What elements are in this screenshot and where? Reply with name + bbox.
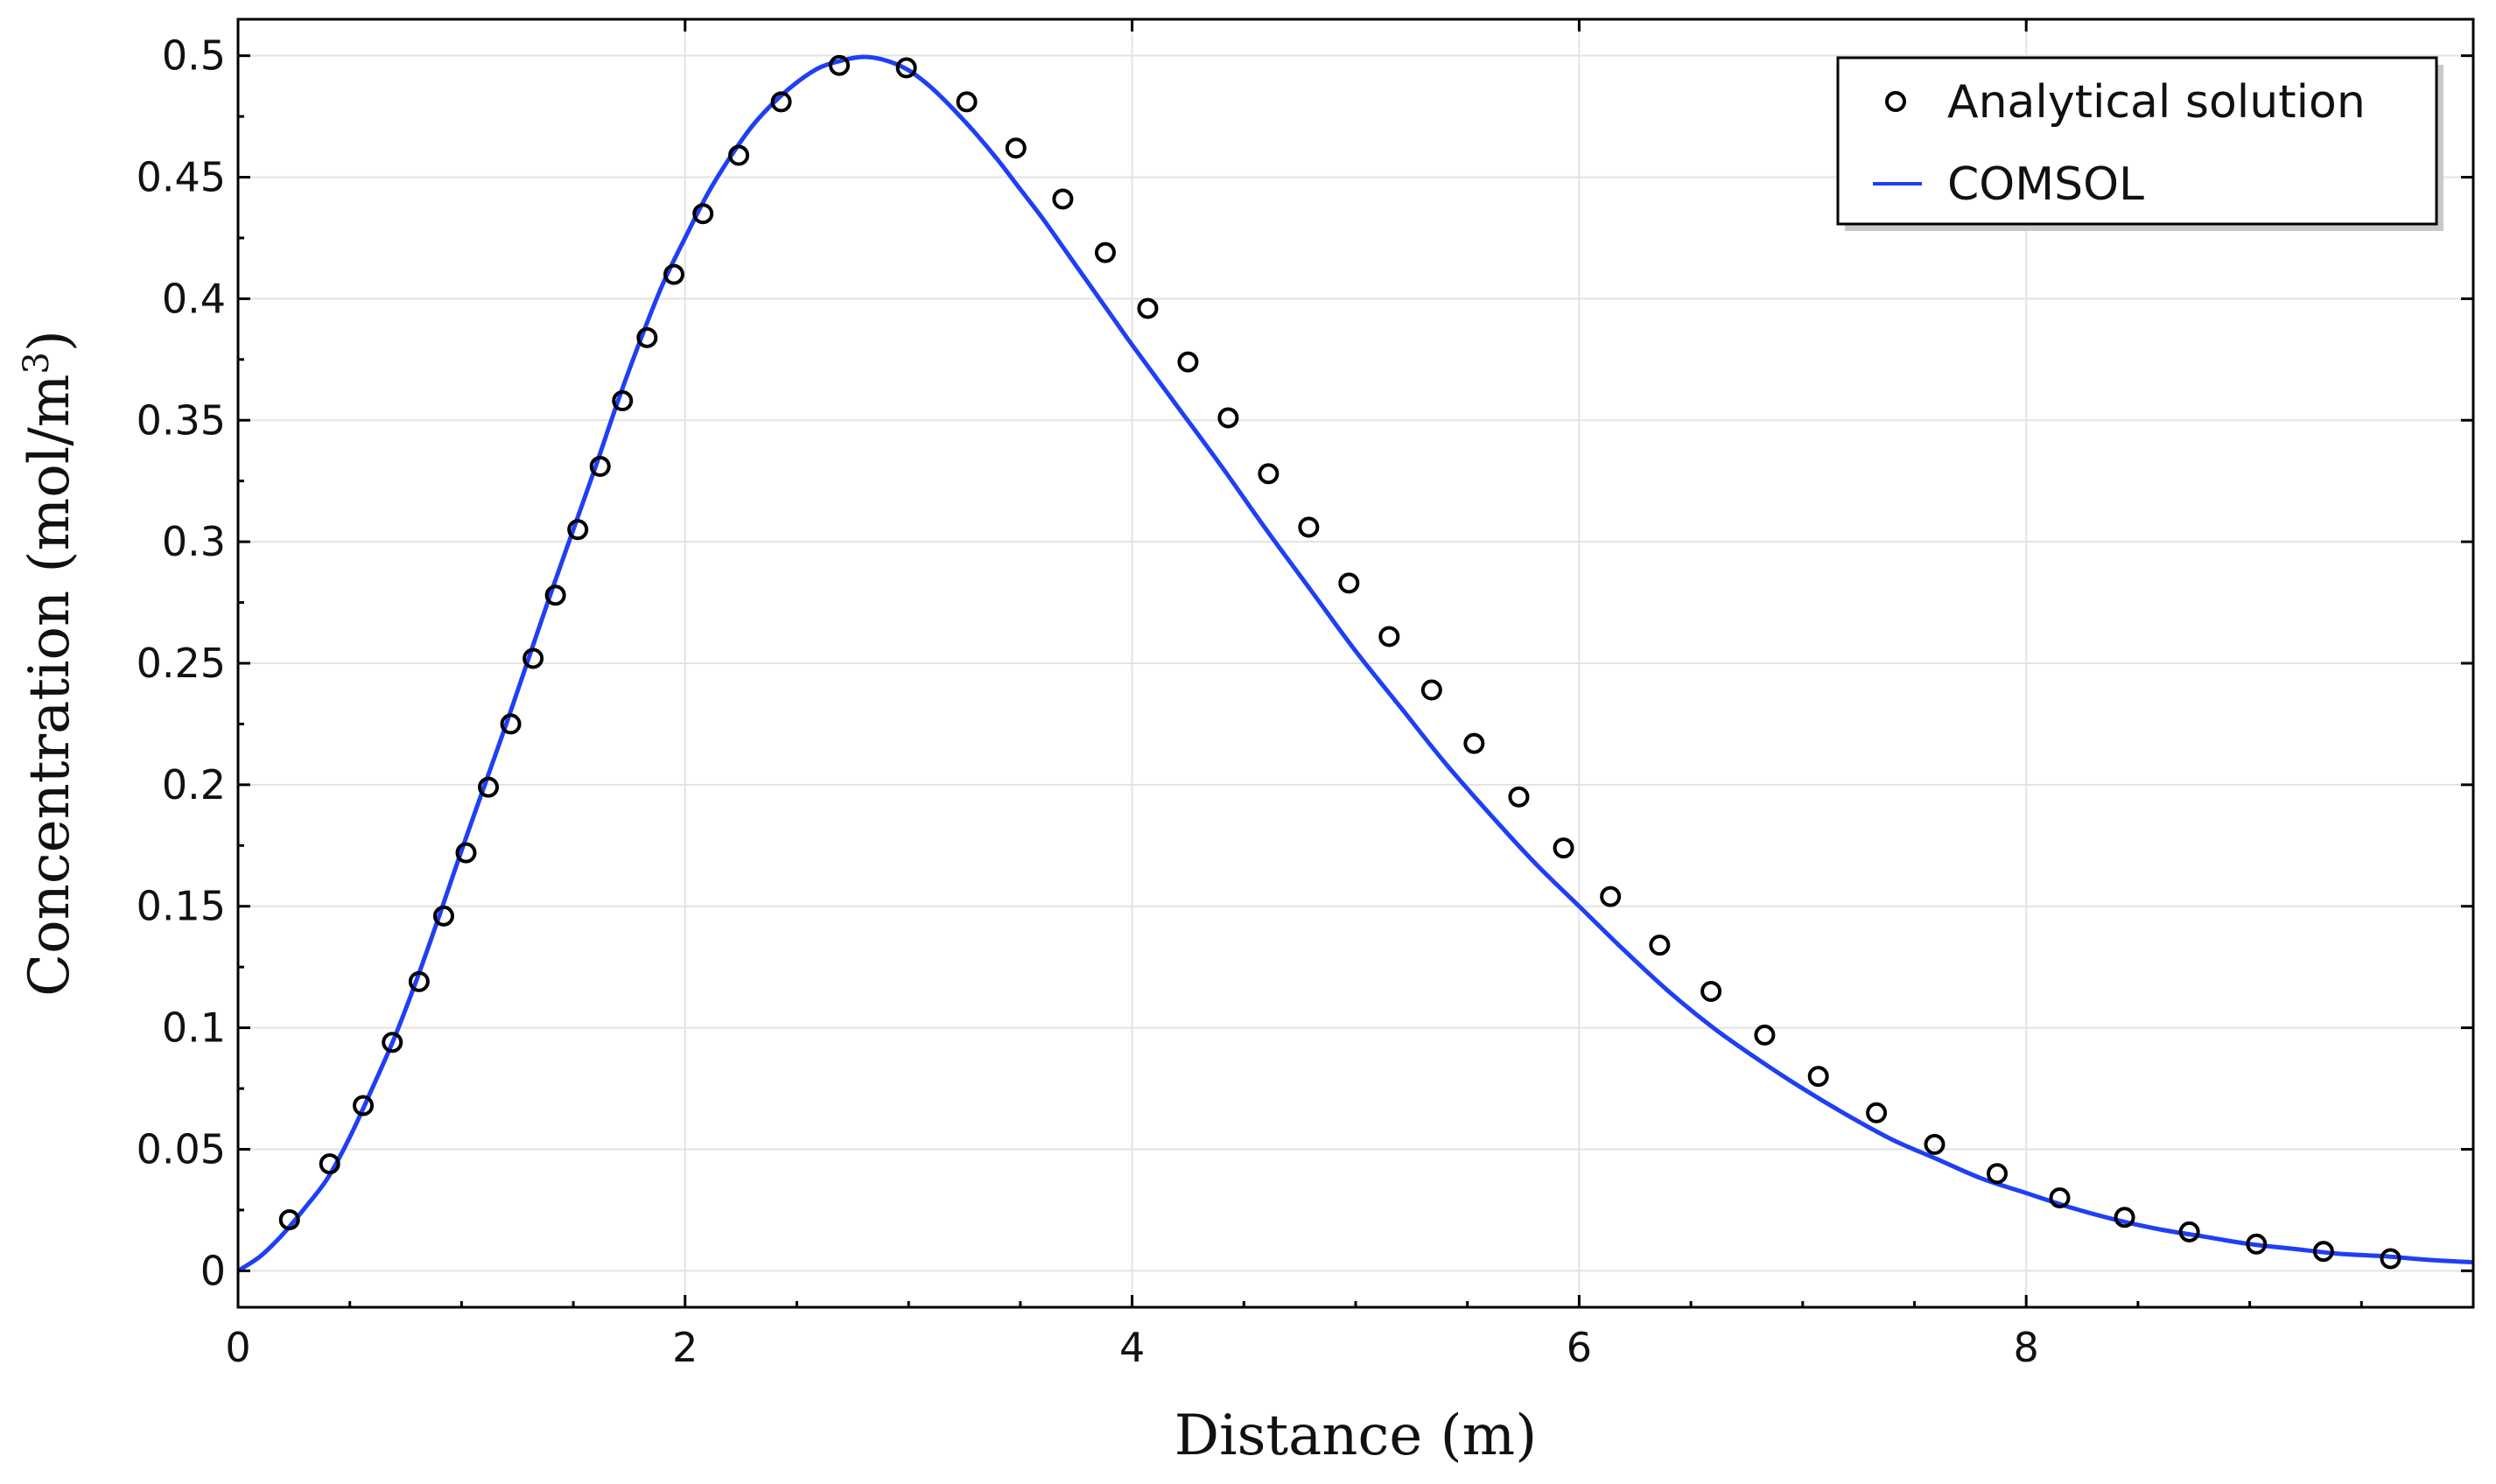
analytical-point	[1986, 1163, 2008, 1185]
y-tick-label: 0.3	[162, 518, 226, 565]
legend-marker-analytical	[1885, 91, 1906, 112]
analytical-point	[895, 57, 917, 79]
analytical-point	[663, 263, 685, 285]
analytical-point	[636, 326, 658, 348]
y-tick-label: 0.4	[162, 275, 226, 322]
analytical-point	[1924, 1133, 1946, 1155]
y-tick-label: 0.5	[162, 32, 226, 80]
axis-ticks	[236, 19, 2473, 1307]
tick-labels: 0 2 4 6 8 0 0.05 0.1 0.15 0.2 0.25 0.3 0.35 0.4 0.45 0.…	[137, 32, 2039, 1371]
analytical-point	[455, 842, 477, 864]
analytical-series	[278, 54, 2401, 1270]
analytical-point	[544, 584, 566, 606]
y-tick-label: 0.45	[137, 154, 226, 201]
analytical-point	[2312, 1241, 2334, 1263]
analytical-point	[1754, 1024, 1776, 1046]
grid-lines	[237, 19, 2473, 1307]
x-tick-label: 0	[225, 1324, 250, 1371]
analytical-point	[589, 456, 611, 478]
analytical-point	[1378, 626, 1400, 648]
legend-label-comsol: COMSOL	[1947, 158, 2144, 211]
analytical-point	[1137, 298, 1159, 319]
analytical-point	[2049, 1187, 2071, 1209]
y-tick-label: 0.25	[137, 640, 226, 687]
analytical-point	[728, 144, 750, 166]
y-axis-title: Concentration (mol/m3)	[17, 330, 82, 997]
analytical-point	[1052, 188, 1074, 210]
y-tick-label: 0	[200, 1247, 226, 1294]
comsol-series	[236, 54, 2474, 1273]
analytical-point	[278, 1209, 300, 1231]
analytical-point	[319, 1153, 340, 1175]
analytical-point	[1298, 516, 1320, 538]
analytical-point	[353, 1095, 375, 1116]
analytical-point	[2380, 1248, 2401, 1270]
analytical-point	[1807, 1066, 1829, 1088]
analytical-point	[1094, 242, 1116, 263]
analytical-point	[956, 91, 978, 113]
analytical-point	[1553, 837, 1574, 859]
analytical-point	[829, 54, 851, 76]
analytical-point	[408, 970, 430, 992]
analytical-point	[1177, 351, 1199, 373]
analytical-point	[1508, 786, 1530, 808]
legend: Analytical solution COMSOL	[1836, 56, 2443, 231]
analytical-point	[1463, 732, 1485, 754]
analytical-point	[382, 1032, 403, 1054]
analytical-point	[1866, 1102, 1888, 1124]
analytical-point	[1700, 980, 1722, 1002]
y-axis-title-main: Concentration (mol/m	[18, 374, 82, 997]
x-tick-label: 2	[672, 1324, 698, 1371]
analytical-point	[1258, 463, 1280, 485]
analytical-point	[1005, 137, 1027, 159]
y-tick-label: 0.1	[162, 1004, 226, 1052]
x-axis-title: Distance (m)	[1174, 1404, 1537, 1468]
analytical-point	[500, 713, 522, 735]
y-tick-label: 0.05	[137, 1125, 226, 1172]
x-tick-label: 4	[1119, 1324, 1145, 1371]
analytical-point	[432, 905, 454, 927]
y-tick-label: 0.15	[137, 883, 226, 930]
y-axis-title-close: )	[18, 330, 82, 352]
legend-label-analytical: Analytical solution	[1947, 76, 2366, 129]
comsol-line	[236, 54, 2474, 1273]
y-axis-title-superscript: 3	[17, 352, 57, 374]
analytical-point	[567, 519, 589, 541]
analytical-point	[2246, 1233, 2268, 1255]
analytical-point	[522, 648, 544, 669]
x-tick-label: 8	[2014, 1324, 2039, 1371]
analytical-point	[770, 91, 792, 113]
analytical-point	[612, 390, 634, 412]
legend-box	[1836, 56, 2438, 226]
y-tick-label: 0.35	[137, 396, 226, 444]
analytical-point	[1420, 679, 1442, 701]
analytical-point	[2178, 1221, 2200, 1242]
analytical-point	[1600, 886, 1622, 907]
y-tick-label: 0.2	[162, 761, 226, 808]
analytical-point	[692, 203, 714, 225]
analytical-point	[1649, 934, 1671, 956]
analytical-point	[1338, 572, 1360, 594]
x-tick-label: 6	[1567, 1324, 1592, 1371]
analytical-point	[478, 776, 500, 798]
analytical-point	[2114, 1207, 2135, 1228]
analytical-point	[1217, 407, 1239, 429]
